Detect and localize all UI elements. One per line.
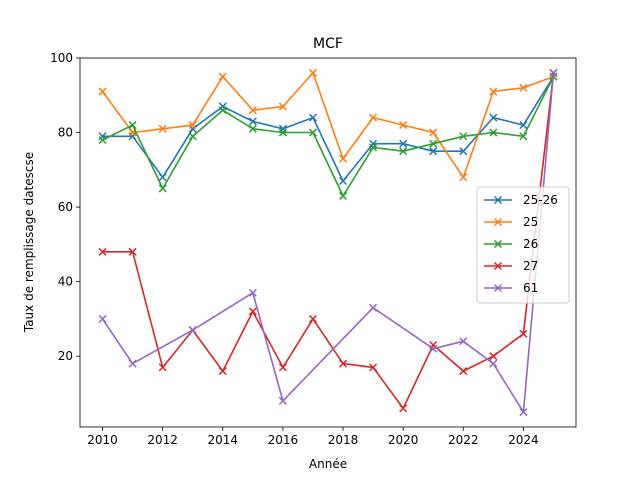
data-point (278, 102, 287, 111)
x-tick-label: 2020 (388, 433, 419, 447)
data-point (338, 154, 348, 163)
series-line (102, 76, 555, 197)
data-point (459, 173, 468, 182)
data-point (549, 68, 558, 77)
y-tick-label: 20 (58, 349, 73, 363)
data-point (158, 124, 167, 133)
x-tick-label: 2024 (508, 433, 539, 447)
data-point (158, 173, 167, 182)
data-point (218, 72, 227, 81)
x-tick-label: 2022 (448, 433, 479, 447)
series-3 (98, 68, 558, 413)
legend-swatch-marker (493, 217, 503, 227)
series-2 (98, 72, 558, 200)
data-point (429, 128, 438, 137)
data-point (248, 124, 257, 133)
data-point (429, 139, 438, 148)
data-point (218, 367, 227, 376)
data-point (188, 326, 197, 335)
data-point (248, 307, 257, 316)
data-point (278, 396, 287, 405)
data-point (98, 247, 107, 256)
data-point (399, 139, 408, 148)
data-point (248, 288, 257, 297)
legend-swatch-marker (493, 261, 503, 271)
data-point (308, 113, 318, 122)
series-line (102, 72, 555, 410)
x-tick-label: 2010 (87, 433, 118, 447)
x-tick-label: 2016 (268, 433, 299, 447)
data-point (399, 121, 408, 130)
data-point (278, 128, 287, 137)
data-point (338, 191, 348, 200)
data-point (158, 363, 167, 372)
plot-area (98, 68, 558, 417)
data-point (98, 314, 107, 323)
data-point (338, 176, 348, 186)
data-point (519, 83, 528, 92)
legend-swatch-marker (493, 239, 503, 249)
y-axis-label: Taux de remplissage datescse (22, 152, 36, 333)
data-point (248, 117, 257, 126)
series-4 (98, 68, 558, 417)
data-point (519, 132, 528, 141)
data-point (459, 132, 468, 141)
axis-ticks: 2010 2012 2014 2016 2018 2020 2022 2024 20 40 60 80… (50, 51, 539, 447)
data-point (158, 184, 167, 193)
legend-box (476, 186, 570, 304)
data-point (308, 314, 318, 323)
legend-label: 26 (523, 237, 538, 251)
data-point (188, 121, 197, 130)
data-point (369, 143, 378, 152)
data-point (459, 367, 468, 376)
legend-label: 25-26 (523, 193, 558, 207)
data-point (248, 106, 257, 115)
data-point (429, 344, 438, 353)
data-point (489, 87, 498, 96)
legend: 25-26 25 26 27 61 (476, 186, 570, 304)
data-point (308, 128, 318, 137)
data-point (489, 113, 498, 122)
data-point (278, 363, 287, 372)
data-point (188, 132, 197, 141)
data-point (128, 247, 137, 256)
legend-label: 27 (523, 259, 538, 273)
data-point (489, 128, 498, 137)
x-tick-label: 2018 (328, 433, 359, 447)
data-point (218, 106, 227, 115)
y-tick-label: 60 (58, 200, 73, 214)
y-tick-label: 40 (58, 275, 73, 289)
legend-label: 61 (523, 281, 538, 295)
data-point (128, 359, 137, 368)
data-point (308, 68, 318, 77)
data-point (489, 359, 498, 368)
x-tick-label: 2012 (147, 433, 178, 447)
data-point (519, 408, 528, 417)
data-point (459, 147, 468, 156)
legend-swatch-marker (493, 195, 503, 205)
data-point (519, 329, 528, 338)
plot-frame (79, 57, 577, 428)
x-tick-label: 2014 (208, 433, 239, 447)
data-point (399, 147, 408, 156)
data-point (459, 337, 468, 346)
data-point (369, 113, 378, 122)
data-point (519, 121, 528, 130)
data-point (489, 352, 498, 361)
y-tick-label: 100 (50, 51, 73, 65)
y-tick-label: 80 (58, 126, 73, 140)
x-axis-label: Année (309, 457, 347, 471)
legend-label: 25 (523, 215, 538, 229)
legend-swatch-marker (493, 283, 503, 293)
data-point (369, 363, 378, 372)
data-point (98, 87, 107, 96)
data-point (98, 135, 107, 145)
chart-title: MCF (313, 36, 343, 52)
data-point (128, 121, 137, 130)
data-point (429, 147, 438, 156)
data-point (338, 359, 348, 368)
data-point (399, 404, 408, 413)
data-point (369, 303, 378, 312)
